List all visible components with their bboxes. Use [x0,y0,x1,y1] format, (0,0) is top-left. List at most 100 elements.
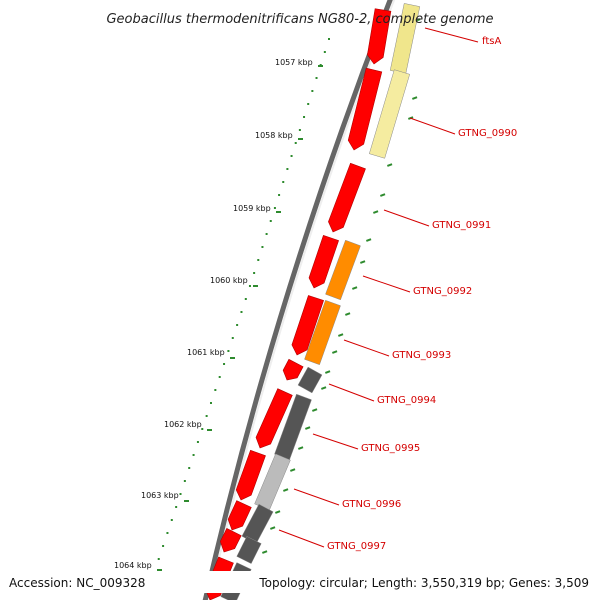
gene-label-gtng-0994: GTNG_0994 [377,395,436,406]
forward-gene-arrow [255,388,293,449]
gene-label-gtng-0992: GTNG_0992 [413,286,472,297]
label-leader-line [293,488,340,506]
strand-dash [321,386,327,390]
ruler-dot [311,90,314,92]
tick-mark [298,138,303,140]
ruler-dot [315,77,318,79]
gene-labels: ftsA GTNG_0990 GTNG_0991 GTNG_0992 GTNG_… [327,36,517,552]
strand-dash [332,350,338,354]
ruler-dot [253,272,256,274]
strand-dash [387,163,393,167]
genome-summary: Topology: circular; Length: 3,550,319 bp… [258,576,589,590]
strand-dash [338,333,344,337]
ruler-dot [218,376,221,378]
accession-label: Accession: NC_009328 [9,576,145,590]
ruler-dot [209,402,212,404]
strand-dash [290,468,296,472]
reverse-gene-block [297,366,323,394]
ruler-dot [303,116,306,118]
ruler-dot [323,51,326,53]
forward-gene-arrow [291,295,324,356]
strand-dash [298,446,304,450]
strand-dash [261,550,268,554]
gene-label-gtng-0996: GTNG_0996 [342,499,401,510]
strand-dash [345,312,351,316]
tick-label: 1060 kbp [210,276,248,285]
ruler-dot [298,129,301,131]
backbone-outer [202,0,393,600]
tick-mark [184,500,189,502]
label-leader-line [362,275,411,293]
reverse-gene-block [368,69,411,159]
ruler-dot [231,337,234,339]
ruler-dot [205,415,208,417]
tick-mark [318,65,323,67]
label-leader-line [383,209,430,227]
ruler-dot [257,259,260,261]
label-leader-line [312,433,359,450]
tick-mark [157,569,162,571]
forward-gene-arrow [367,8,392,65]
footer-background [0,571,600,593]
reverse-gene-block [325,239,361,301]
ruler-dot [269,220,272,222]
strand-dash [366,238,372,242]
ruler-dot [307,103,310,105]
gene-label-gtng-0997: GTNG_0997 [327,541,386,552]
tick-label: 1064 kbp [114,561,152,570]
tick-label: 1062 kbp [164,420,202,429]
gene-label-gtng-0991: GTNG_0991 [432,220,491,231]
ruler-dot [188,467,191,469]
forward-strand-genes [205,8,392,600]
forward-gene-arrow [308,235,339,289]
ruler-dot [227,350,230,352]
reverse-gene-block [236,536,262,564]
tick-mark [207,429,212,431]
label-leader-line [409,117,456,135]
reverse-strand-genes [220,3,421,600]
ruler-dot [282,181,285,183]
strand-dash [373,210,379,214]
gene-label-ftsA: ftsA [482,36,501,47]
strand-dash [352,286,358,290]
strand-dash [412,96,418,100]
forward-gene-arrow [328,162,366,233]
ruler-dot [162,545,165,547]
strand-dash [305,426,311,430]
ruler-dot [196,441,199,443]
ruler-dot [290,155,293,157]
tick-mark [276,211,281,213]
strand-dash [274,510,281,514]
strand-dash [360,260,366,264]
ruler-dot [201,428,204,430]
strand-dash [325,370,331,374]
ruler-dot [179,493,182,495]
gene-label-gtng-0995: GTNG_0995 [361,443,420,454]
tick-label: 1063 kbp [141,491,179,500]
ruler-dot [175,506,178,508]
strand-dash [270,526,276,530]
strand-dash [380,193,386,197]
forward-gene-arrow [227,500,252,531]
ruler-dot [278,194,281,196]
ruler-dot [265,233,268,235]
forward-gene-arrow [347,67,383,151]
ruler-dot [240,311,243,313]
forward-gene-arrow [235,449,266,501]
ruler-dot [192,454,195,456]
ruler-dot [170,519,173,521]
forward-gene-arrow [219,527,242,553]
tick-mark [230,357,235,359]
ruler-dot [273,207,276,209]
tick-labels: 1057 kbp 1058 kbp 1059 kbp 1060 kbp 1061… [114,58,323,571]
tick-label: 1058 kbp [255,131,293,140]
tick-label: 1059 kbp [233,204,271,213]
ruler-dot [166,532,169,534]
forward-gene-arrow [282,358,304,381]
tick-mark [253,285,258,287]
label-leader-line [328,383,375,402]
gene-label-gtng-0993: GTNG_0993 [392,350,451,361]
ruler-dot [214,389,217,391]
ruler-dot [294,142,297,144]
